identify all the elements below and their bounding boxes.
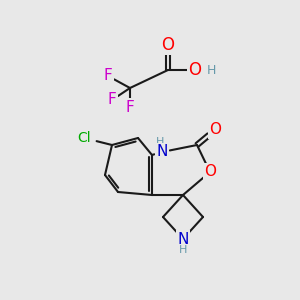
- Text: H: H: [156, 137, 164, 147]
- Text: H: H: [207, 64, 216, 76]
- Text: O: O: [204, 164, 216, 179]
- Text: N: N: [177, 232, 189, 247]
- Text: F: F: [103, 68, 112, 83]
- Text: O: O: [209, 122, 221, 137]
- Text: F: F: [108, 92, 116, 107]
- Text: Cl: Cl: [77, 131, 91, 145]
- Text: O: O: [188, 61, 202, 79]
- Text: H: H: [179, 245, 187, 255]
- Text: F: F: [126, 100, 134, 115]
- Text: N: N: [156, 145, 168, 160]
- Text: O: O: [161, 36, 175, 54]
